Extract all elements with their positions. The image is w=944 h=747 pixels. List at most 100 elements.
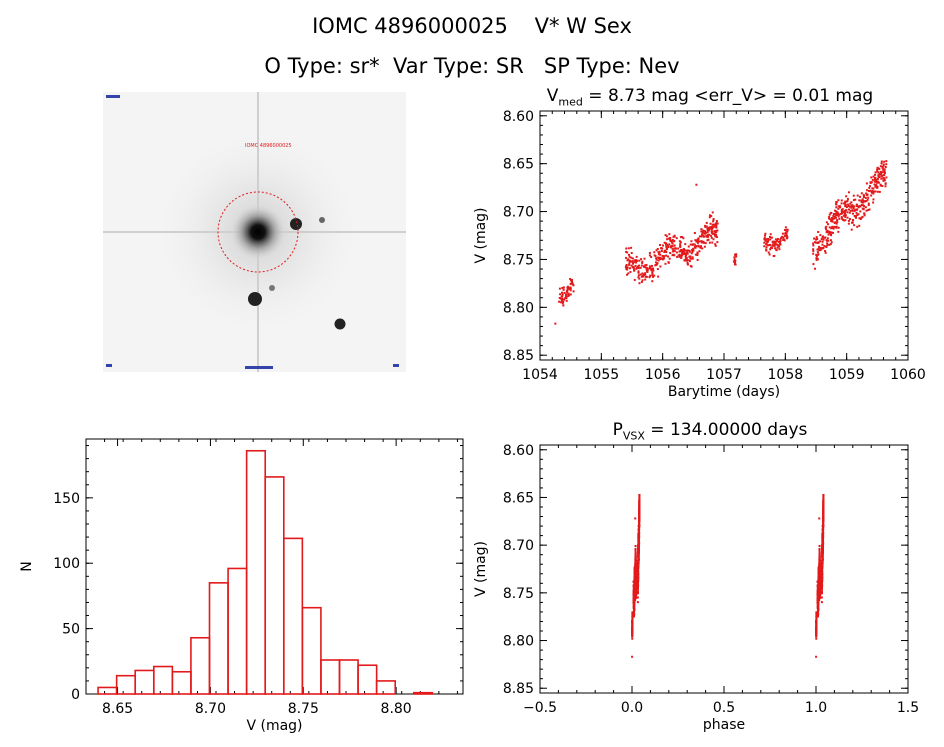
lightcurve-point <box>786 236 789 239</box>
lightcurve-point <box>840 199 843 202</box>
lightcurve-point <box>855 211 858 214</box>
lightcurve-point <box>874 171 877 174</box>
phased-point <box>822 525 825 528</box>
phased-point <box>821 560 824 563</box>
lightcurve-point <box>700 241 703 244</box>
lightcurve-point <box>632 262 635 265</box>
phased-point <box>637 560 640 563</box>
lightcurve-point <box>881 167 884 170</box>
phased-point <box>817 586 820 589</box>
phased-point <box>815 631 818 634</box>
lightcurve-point <box>696 245 699 248</box>
lightcurve-point <box>635 255 638 258</box>
phased-point <box>638 514 641 517</box>
lightcurve-point <box>715 233 718 236</box>
lightcurve-point <box>633 259 636 262</box>
lightcurve-point <box>662 257 665 260</box>
lightcurve-point <box>867 209 870 212</box>
phased-point <box>631 625 634 628</box>
lightcurve-point <box>872 187 875 190</box>
phased-point <box>821 536 824 539</box>
lightcurve-point <box>767 251 770 254</box>
lightcurve-point <box>766 240 769 243</box>
lightcurve-point <box>646 269 649 272</box>
lightcurve-point <box>636 259 639 262</box>
lightcurve-point <box>651 271 654 274</box>
lightcurve-point <box>708 227 711 230</box>
phased-point <box>815 622 818 625</box>
lightcurve-point <box>559 293 562 296</box>
lightcurve-point <box>830 227 833 230</box>
lightcurve-point <box>765 238 768 241</box>
lightcurve-point <box>826 242 829 245</box>
lightcurve-point <box>692 247 695 250</box>
lightcurve-point <box>875 184 878 187</box>
lightcurve-point <box>569 282 572 285</box>
lightcurve-point <box>735 255 738 258</box>
lightcurve-point <box>630 246 633 249</box>
phased-point <box>815 625 818 628</box>
phased-point <box>821 565 824 568</box>
lightcurve-point <box>827 223 830 226</box>
phased-point <box>637 564 640 567</box>
lightcurve-point <box>685 256 688 259</box>
phased-point <box>634 553 637 556</box>
phased-point <box>637 565 640 568</box>
phased-point <box>816 604 819 607</box>
lightcurve-point <box>872 198 875 201</box>
lightcurve-point <box>650 255 653 258</box>
lightcurve-point <box>638 259 641 262</box>
lightcurve-point <box>771 244 774 247</box>
lightcurve-point <box>643 257 646 260</box>
phased-point <box>818 567 821 570</box>
phased-point <box>631 616 634 619</box>
lightcurve-point <box>700 240 703 243</box>
lightcurve-point <box>560 291 563 294</box>
phased-point <box>637 528 640 531</box>
phased-point <box>820 587 823 590</box>
lightcurve-point <box>633 269 636 272</box>
lightcurve-point <box>706 230 709 233</box>
lightcurve-point <box>673 250 676 253</box>
phased-point <box>821 534 824 537</box>
phased-point <box>820 577 823 580</box>
lightcurve-x-tick-label: 1059 <box>829 367 865 383</box>
phased-point <box>819 596 822 599</box>
lightcurve-point <box>872 175 875 178</box>
lightcurve-point <box>569 287 572 290</box>
lightcurve-point <box>861 198 864 201</box>
phased-point <box>822 520 825 523</box>
lightcurve-point <box>661 254 664 257</box>
lightcurve-point <box>880 162 883 165</box>
lightcurve-point <box>625 247 628 250</box>
lightcurve-point <box>868 189 871 192</box>
phased-point <box>634 589 637 592</box>
phased-point <box>822 524 825 527</box>
lightcurve-point <box>694 239 697 242</box>
lightcurve-point <box>867 196 870 199</box>
lightcurve-point <box>863 212 866 215</box>
lightcurve-point <box>818 249 821 252</box>
lightcurve-point <box>856 194 859 197</box>
lightcurve-point <box>861 215 864 218</box>
phased-y-tick-label: 8.70 <box>503 538 534 554</box>
lightcurve-point <box>706 236 709 239</box>
lightcurve-point <box>716 222 719 225</box>
lightcurve-point <box>830 211 833 214</box>
phased-point <box>631 628 634 631</box>
phased-point <box>637 550 640 553</box>
lightcurve-point <box>701 234 704 237</box>
lightcurve-point <box>819 248 822 251</box>
phased-point <box>634 549 637 552</box>
lightcurve-point <box>838 213 841 216</box>
lightcurve-point <box>657 275 660 278</box>
phased-point <box>633 582 636 585</box>
lightcurve-point <box>660 247 663 250</box>
phased-point <box>818 555 821 558</box>
phased-point <box>820 571 823 574</box>
lightcurve-point <box>651 274 654 277</box>
lightcurve-point <box>844 200 847 203</box>
lightcurve-point <box>687 245 690 248</box>
phased-point <box>637 529 640 532</box>
phased-point <box>822 514 825 517</box>
